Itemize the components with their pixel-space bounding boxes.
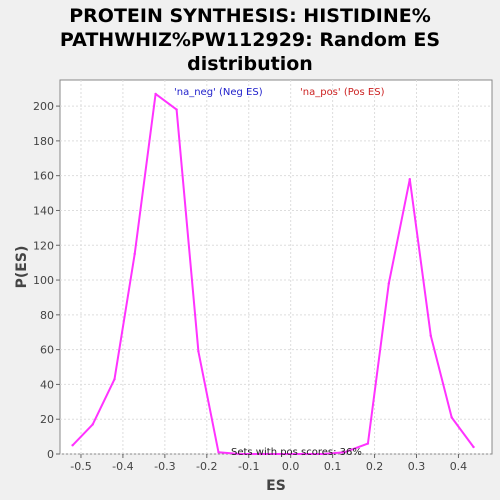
x-tick-label: 0.1	[324, 460, 342, 473]
annotation-pos-scores: Sets with pos scores: 36%	[231, 447, 362, 458]
y-axis-ticks: 0 20 40 60 80 100 120 140 160 180 200	[33, 100, 60, 461]
plot-area	[59, 79, 493, 455]
y-tick-label: 200	[33, 100, 54, 113]
x-tick-label: 0.3	[408, 460, 426, 473]
data-point	[113, 378, 116, 381]
data-point	[238, 452, 241, 456]
x-tick-label: 0.0	[282, 460, 300, 473]
data-point	[197, 350, 200, 353]
chart-title-line-2: PATHWHIZ%PW112929: Random ES	[60, 29, 440, 51]
chart-title-line-1: PROTEIN SYNTHESIS: HISTIDINE%	[69, 5, 431, 27]
grid	[60, 80, 492, 455]
x-axis-label: ES	[266, 478, 286, 494]
y-tick-label: 60	[40, 344, 54, 357]
y-tick-label: 40	[40, 378, 54, 391]
y-tick-label: 180	[33, 135, 54, 148]
data-point	[217, 451, 220, 454]
data-point	[133, 252, 136, 256]
y-tick-label: 160	[33, 170, 54, 183]
legend-pos: 'na_pos' (Pos ES)	[300, 87, 385, 98]
y-tick-label: 80	[40, 309, 54, 322]
data-point	[322, 452, 325, 456]
y-tick-label: 100	[33, 274, 54, 287]
data-point	[343, 451, 346, 454]
legend-neg: 'na_neg' (Neg ES)	[174, 87, 263, 98]
series-line-0	[71, 92, 475, 455]
data-point	[472, 445, 475, 449]
x-tick-label: -0.2	[196, 460, 217, 473]
data-point	[301, 452, 304, 456]
x-tick-label: -0.3	[154, 460, 175, 473]
data-point	[429, 334, 432, 337]
x-tick-label: -0.5	[70, 460, 91, 473]
data-point	[387, 282, 391, 285]
y-axis-label: P(ES)	[14, 246, 30, 289]
data-point	[450, 416, 453, 419]
series-layer	[71, 92, 475, 456]
x-tick-label: -0.1	[238, 460, 259, 473]
y-tick-label: 140	[33, 204, 54, 217]
y-tick-label: 120	[33, 239, 54, 252]
chart-title-line-3: distribution	[187, 53, 313, 75]
y-tick-label: 20	[40, 413, 54, 426]
x-tick-label: 0.2	[366, 460, 384, 473]
x-tick-label: 0.4	[450, 460, 468, 473]
data-point	[259, 452, 262, 456]
data-point	[280, 452, 283, 456]
x-tick-label: -0.4	[112, 460, 133, 473]
data-point	[175, 108, 178, 111]
data-point	[408, 177, 411, 181]
data-point	[366, 442, 370, 445]
data-point	[71, 444, 74, 447]
y-tick-label: 0	[47, 448, 54, 461]
data-point	[91, 423, 94, 426]
x-axis-ticks: -0.5 -0.4 -0.3 -0.2 -0.1 0.0 0.1 0.2 0.3 0.4	[70, 454, 467, 473]
data-point	[154, 92, 157, 96]
